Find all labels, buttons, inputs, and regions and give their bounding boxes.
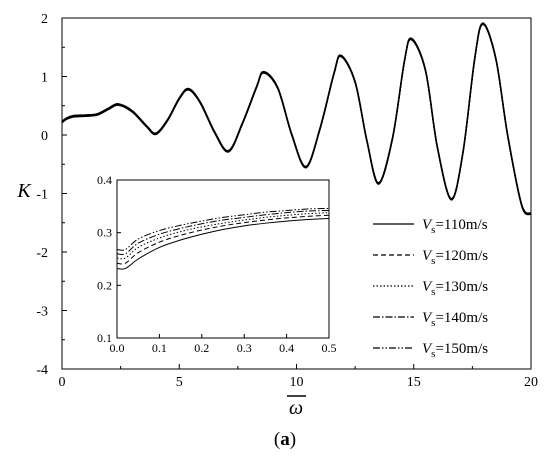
inset-plot-background (117, 180, 329, 338)
panel-label-open: ( (274, 429, 280, 450)
x-tick-label: 20 (524, 375, 538, 390)
inset-plot-frame (116, 179, 330, 339)
inset-series-line (116, 214, 330, 265)
inset-curves (116, 207, 330, 270)
inset-y-tick-label: 0.3 (97, 226, 112, 240)
panel-label-letter: a (280, 429, 290, 450)
main-tick-labels: 0 5 10 15 20 -4 -3 -2 -1 0 1 2 (36, 12, 538, 390)
inset-x-tick-label: 0.3 (237, 341, 252, 355)
y-tick-label: -1 (36, 188, 48, 203)
legend: Vs=110m/sVs=120m/sVs=130m/sVs=140m/sVs=1… (373, 217, 488, 360)
x-axis-label: ω (289, 397, 303, 419)
y-tick-label: -4 (36, 363, 48, 378)
inset-x-tick-label: 0.5 (322, 341, 337, 355)
legend-label-value: =110m/s (435, 217, 487, 233)
inset-series-line (116, 217, 330, 270)
inset-series-line (116, 210, 330, 256)
legend-label-sub: s (431, 224, 435, 236)
legend-label: Vs=130m/s (422, 279, 488, 298)
x-tick-label: 5 (176, 375, 183, 390)
legend-label-var: V (422, 341, 433, 357)
legend-label-var: V (422, 248, 433, 264)
legend-label-value: =130m/s (435, 279, 488, 295)
main-curves (61, 22, 532, 216)
inset-x-tick-label: 0.1 (152, 341, 167, 355)
panel-label: (a) (274, 429, 296, 450)
panel-label-close: ) (290, 429, 296, 450)
inset-ticks (116, 179, 330, 339)
legend-label-var: V (422, 279, 433, 295)
inset-series-line (116, 212, 330, 260)
y-tick-label: 0 (41, 129, 48, 144)
x-tick-label: 10 (290, 375, 304, 390)
y-tick-label: 2 (41, 12, 48, 27)
legend-label-var: V (422, 310, 433, 326)
legend-label: Vs=150m/s (422, 341, 488, 360)
inset-x-tick-label: 0.0 (110, 341, 125, 355)
legend-label-sub: s (431, 317, 435, 329)
legend-label-sub: s (431, 255, 435, 267)
legend-label-value: =150m/s (435, 341, 488, 357)
y-tick-label: 1 (41, 71, 48, 86)
inset-y-tick-label: 0.4 (97, 173, 112, 187)
legend-label-sub: s (431, 348, 435, 360)
legend-label-var: V (422, 217, 433, 233)
x-tick-label: 15 (407, 375, 421, 390)
inset-x-tick-label: 0.2 (194, 341, 209, 355)
y-tick-label: -2 (36, 246, 48, 261)
legend-label-value: =120m/s (435, 248, 488, 264)
legend-label: Vs=110m/s (422, 217, 488, 236)
legend-label: Vs=140m/s (422, 310, 488, 329)
inset-y-tick-label: 0.1 (97, 331, 112, 345)
legend-label: Vs=120m/s (422, 248, 488, 267)
inset-y-tick-label: 0.2 (97, 278, 112, 292)
main-series-line (61, 23, 532, 216)
inset-series-line (116, 207, 330, 251)
y-tick-label: -3 (36, 305, 48, 320)
main-ticks (61, 17, 532, 370)
y-axis-label: K (16, 180, 32, 202)
legend-label-value: =140m/s (435, 310, 488, 326)
inset-tick-labels: 0.0 0.1 0.2 0.3 0.4 0.50.10.20.30.4 (97, 173, 337, 355)
inset-x-tick-label: 0.4 (279, 341, 294, 355)
legend-label-sub: s (431, 286, 435, 298)
x-tick-label: 0 (59, 375, 66, 390)
